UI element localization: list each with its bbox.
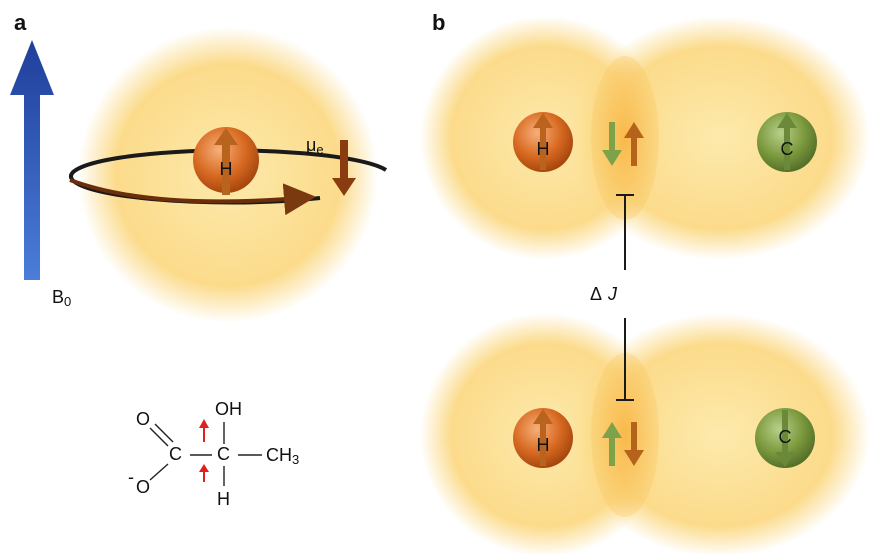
panel-label: a <box>14 10 27 35</box>
text: μ <box>306 135 316 155</box>
text: J <box>607 284 618 304</box>
field-arrow <box>10 40 54 280</box>
text: 0 <box>64 294 71 309</box>
panel-label: b <box>432 10 445 35</box>
atom-label: H <box>537 139 550 159</box>
spin-arrow <box>199 419 209 442</box>
bottom-molecule: H C <box>420 313 870 554</box>
text: e <box>316 142 323 157</box>
atom-label: C <box>781 139 794 159</box>
atom: C <box>217 444 230 464</box>
figure: a B0 H μe O C - O C OH H CH3 b H C <box>0 0 873 554</box>
charge: - <box>128 467 134 487</box>
atom: OH <box>215 399 242 419</box>
atom: H <box>217 489 230 509</box>
atom: CH3 <box>266 445 299 468</box>
spin-arrow <box>199 464 209 482</box>
bond <box>150 428 168 446</box>
atom-label: H <box>537 435 550 455</box>
bond <box>150 464 168 480</box>
atom-label: C <box>779 427 792 447</box>
field-label: B0 <box>52 287 71 310</box>
bond <box>155 424 173 442</box>
text: CH <box>266 445 292 465</box>
text: B <box>52 287 64 307</box>
atom-label: H <box>220 159 233 179</box>
atom: O <box>136 409 150 429</box>
atom: O <box>136 477 150 497</box>
text: Δ <box>590 284 602 304</box>
text: 3 <box>292 452 299 467</box>
top-molecule: H C <box>420 16 870 260</box>
atom: C <box>169 444 182 464</box>
